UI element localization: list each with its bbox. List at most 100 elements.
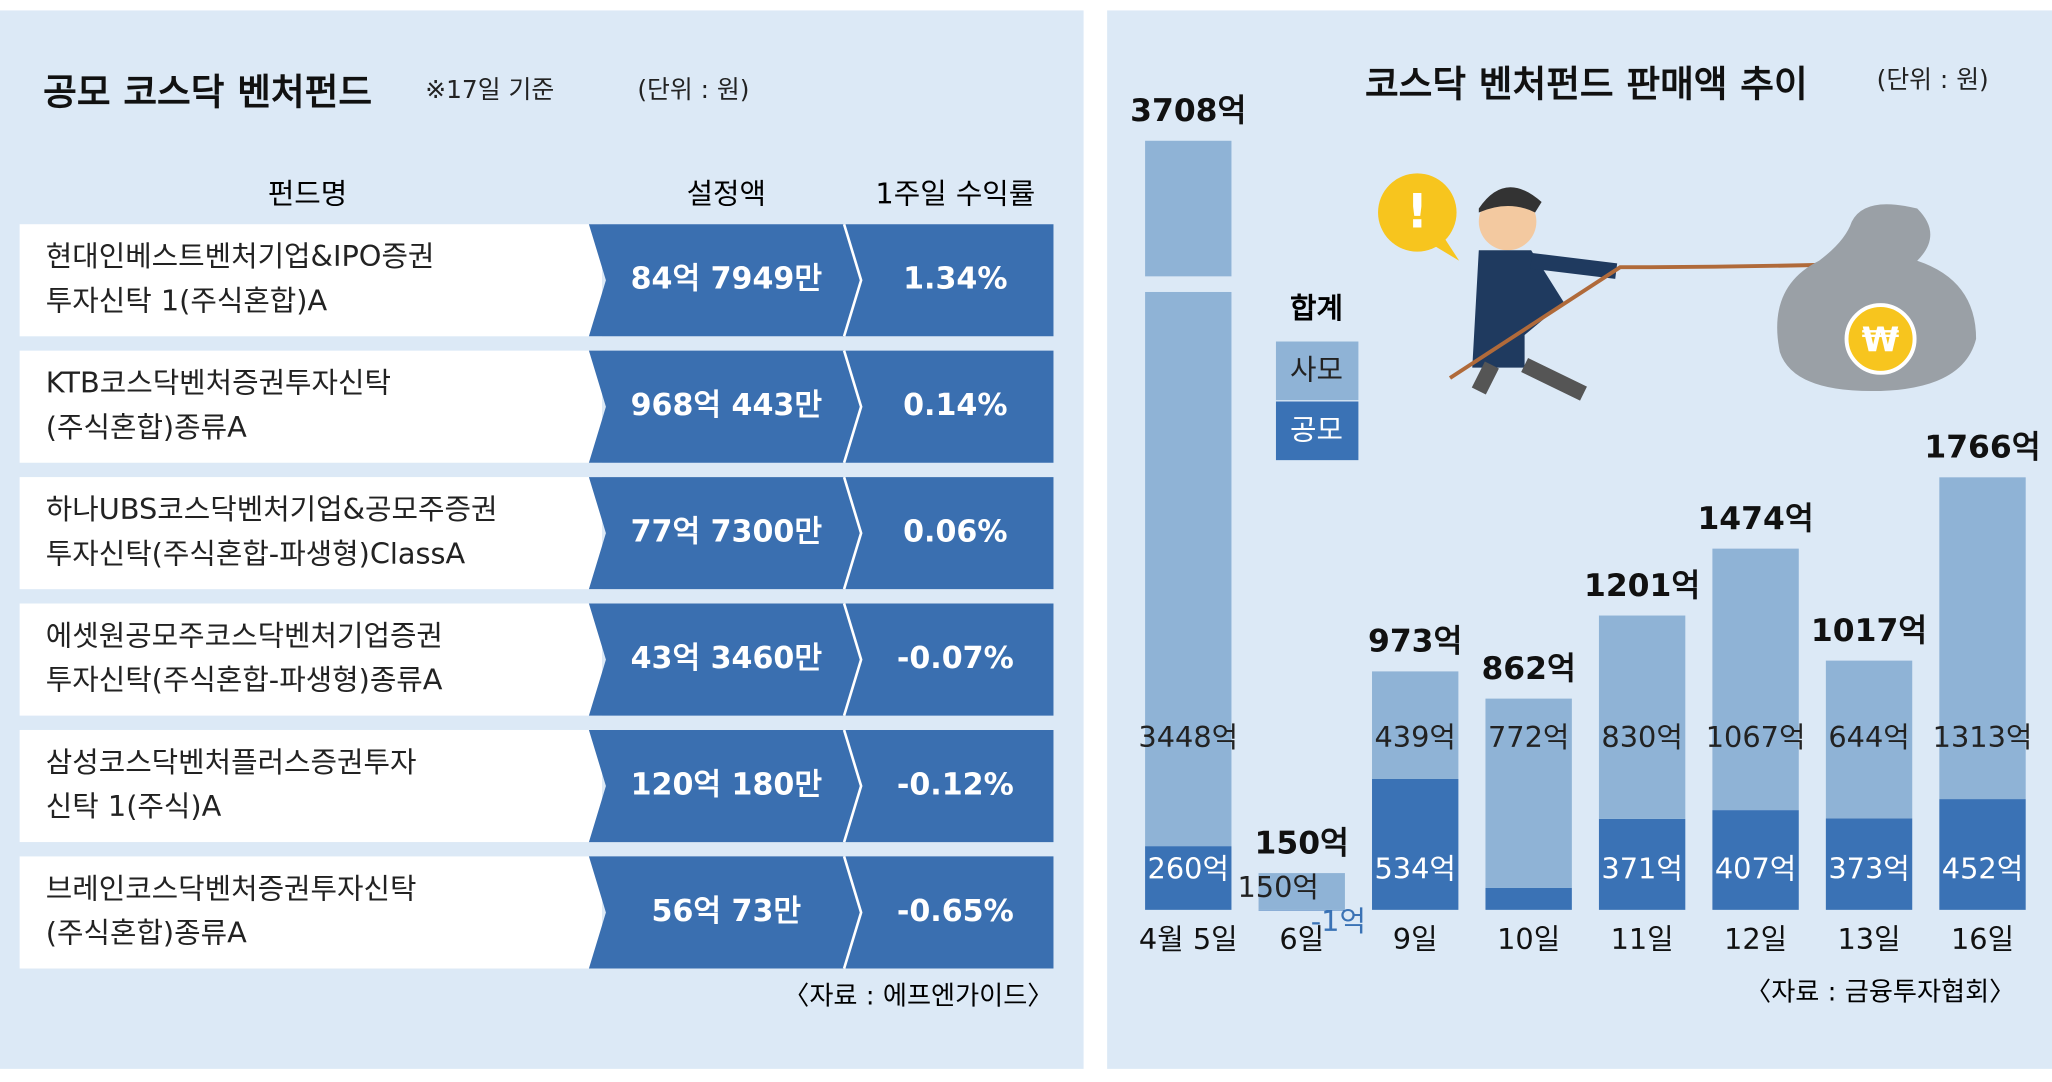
x-tick-label: 10일 <box>1497 922 1560 956</box>
source: 〈자료 : 금융투자협회〉 <box>1745 978 2015 1008</box>
fund-name: 신탁 1(주식)A <box>46 789 222 823</box>
bar-segment <box>1485 698 1572 888</box>
value-label: 534억 <box>1374 852 1455 886</box>
total-label: 1201억 <box>1584 568 1700 604</box>
cell-divider <box>842 350 863 464</box>
return: -0.07% <box>897 641 1014 676</box>
bar-segment <box>1712 810 1799 910</box>
value-cell <box>588 856 1054 969</box>
legend-swatch <box>1275 341 1359 401</box>
value-label: 452억 <box>1942 852 2023 886</box>
amount: 43억 3460만 <box>631 641 823 676</box>
bar-segment <box>1825 660 1913 819</box>
row-bg <box>19 477 602 590</box>
fund-name: 투자신탁(주식혼합-파생형)ClassA <box>46 536 466 570</box>
total-label: 1766억 <box>1924 430 2040 466</box>
row-bg <box>19 350 602 463</box>
fund-name: 브레인코스닥벤처증권투자신탁 <box>46 871 417 905</box>
table-unit: (단위 : 원) <box>637 75 749 104</box>
value-label: 1313억 <box>1933 720 2033 754</box>
fund-name: 현대인베스트벤처기업&IPO증권 <box>46 239 435 273</box>
bar-segment <box>1712 548 1799 811</box>
row-bg <box>19 856 602 969</box>
legend-swatch <box>1275 401 1359 461</box>
svg-text:!: ! <box>1407 185 1428 240</box>
value-cell <box>588 224 1054 337</box>
value-label: 371억 <box>1601 852 1682 886</box>
legend-label: 사모 <box>1290 353 1343 387</box>
row-bg <box>19 224 602 337</box>
x-tick-label: 4월 5일 <box>1139 922 1238 956</box>
return: -0.65% <box>897 894 1014 929</box>
return: 0.06% <box>903 515 1007 550</box>
bar-segment <box>1939 477 2026 800</box>
total-label: 862억 <box>1481 651 1575 687</box>
total-label: 1474억 <box>1697 501 1813 537</box>
amount: 77억 7300만 <box>631 515 823 550</box>
value-label: 1067억 <box>1706 720 1806 754</box>
value-label: 772억 <box>1488 720 1569 754</box>
bar-segment <box>1258 909 1345 911</box>
bar-segment <box>1372 671 1459 779</box>
bar-segment <box>1825 818 1913 910</box>
value-label: 644억 <box>1828 720 1909 754</box>
value-label: 3448억 <box>1138 720 1238 754</box>
axis-break <box>1142 276 1235 292</box>
bar-segment <box>1939 799 2026 910</box>
fund-name: (주식혼합)종류A <box>46 410 247 444</box>
x-tick-label: 12일 <box>1724 922 1787 956</box>
fund-name: 에셋원공모주코스닥벤처기업증권 <box>46 618 443 652</box>
fund-name: 투자신탁(주식혼합-파생형)종류A <box>46 663 443 697</box>
amount: 84억 7949만 <box>631 262 823 297</box>
bar-segment <box>1372 778 1459 910</box>
cell-divider <box>842 223 863 337</box>
cell-divider <box>842 603 863 717</box>
row-bg <box>19 603 602 716</box>
header: 펀드명 <box>268 177 347 211</box>
value-label: 830억 <box>1601 720 1682 754</box>
right-panel <box>1107 10 2052 1069</box>
x-tick-label: 11일 <box>1611 922 1674 956</box>
bar-segment <box>1598 818 1686 910</box>
amount: 968억 443만 <box>631 388 823 423</box>
amount: 56억 73만 <box>652 894 802 929</box>
value-cell <box>588 603 1054 716</box>
fund-name: (주식혼합)종류A <box>46 916 247 950</box>
return: 0.14% <box>903 388 1007 423</box>
x-tick-label: 6일 <box>1279 922 1324 956</box>
svg-text:₩: ₩ <box>1862 320 1900 360</box>
table-title: 공모 코스닥 벤처펀드 <box>43 70 372 113</box>
value-label: 373억 <box>1828 852 1909 886</box>
fund-name: 삼성코스닥벤처플러스증권투자 <box>46 745 417 779</box>
x-tick-label: 16일 <box>1951 922 2014 956</box>
total-label: 3708억 <box>1130 93 1246 129</box>
fund-name: 투자신탁 1(주식혼합)A <box>46 283 328 317</box>
return: -0.12% <box>897 768 1014 803</box>
fund-name: 하나UBS코스닥벤처기업&공모주증권 <box>46 492 498 526</box>
value-label: 407억 <box>1715 852 1796 886</box>
total-label: 150억 <box>1255 825 1349 861</box>
cell-divider <box>842 856 863 969</box>
header: 1주일 수익률 <box>875 177 1035 211</box>
amount: 120억 180만 <box>631 768 823 803</box>
bar-segment <box>1145 846 1232 910</box>
cell-divider <box>842 729 863 843</box>
value-label: 439억 <box>1374 720 1455 754</box>
header: 설정액 <box>687 177 766 211</box>
total-label: 1017억 <box>1811 613 1927 649</box>
source: 〈자료 : 에프엔가이드〉 <box>783 982 1053 1012</box>
x-tick-label: 9일 <box>1393 922 1438 956</box>
x-tick-label: 13일 <box>1838 922 1901 956</box>
table-note: ※17일 기준 <box>425 75 554 104</box>
value-cell <box>588 477 1054 590</box>
bar-segment <box>1258 873 1345 910</box>
illustration: ! ₩ <box>1378 173 1977 401</box>
bar-segment <box>1598 615 1686 819</box>
legend-label: 공모 <box>1290 412 1343 446</box>
value-label: 150억 <box>1237 870 1318 904</box>
total-label: 973억 <box>1368 624 1462 660</box>
